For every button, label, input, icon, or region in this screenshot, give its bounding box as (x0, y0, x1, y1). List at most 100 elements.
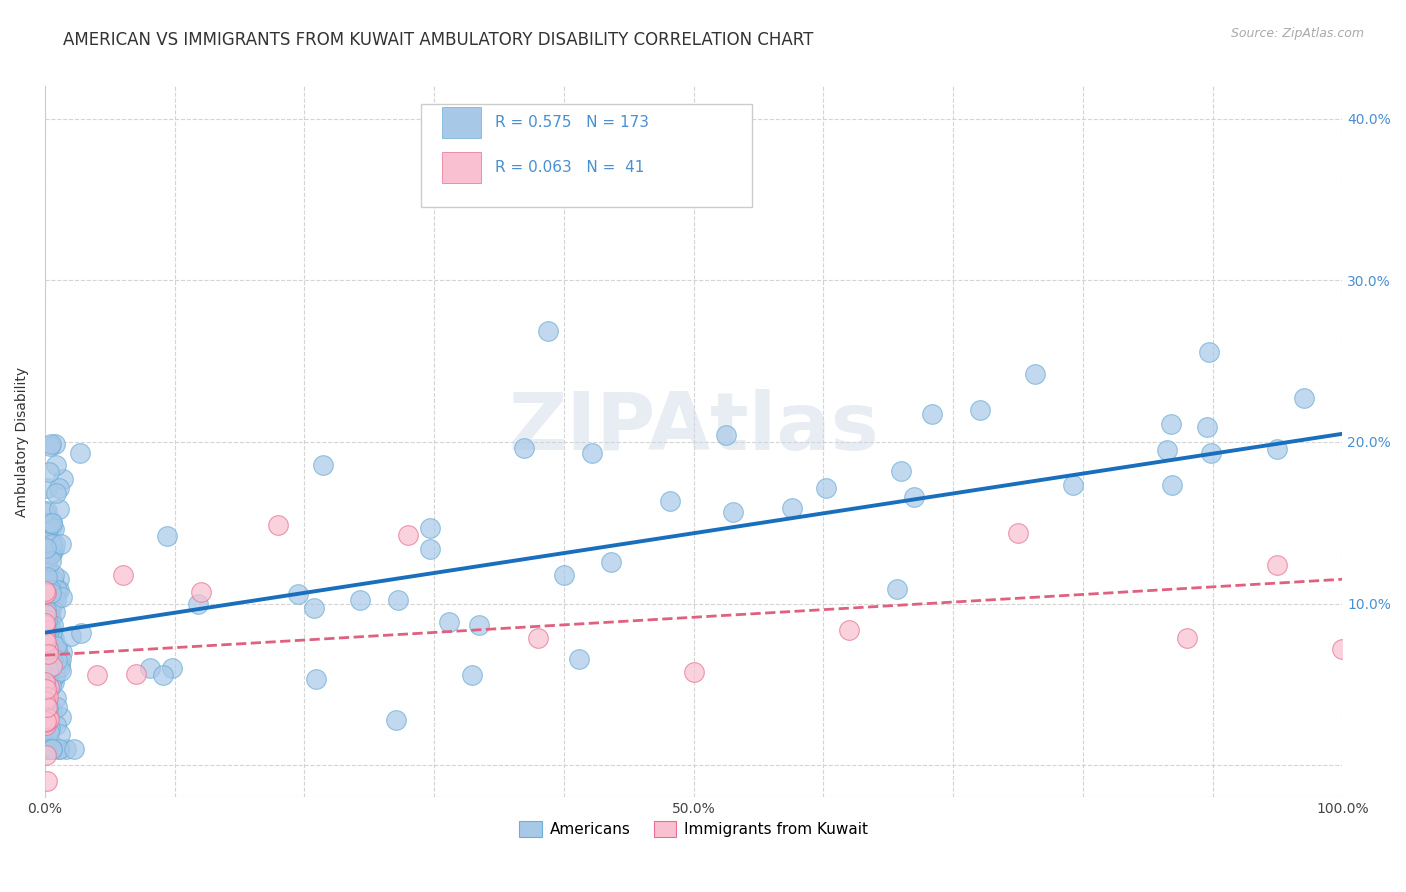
Point (37, 641, 59, 656)
Legend: Americans, Immigrants from Kuwait: Americans, Immigrants from Kuwait (513, 815, 875, 843)
Point (44, 649, 66, 664)
Point (51, 644, 73, 658)
Point (44, 632, 66, 647)
Point (34, 748, 56, 763)
Point (1007, 526, 1029, 541)
Point (814, 481, 837, 495)
Point (45, 486, 67, 500)
Point (1197, 420, 1219, 434)
Point (780, 500, 803, 515)
Point (35, 738, 58, 752)
Point (461, 667, 484, 681)
Point (267, 517, 290, 532)
Point (1062, 478, 1084, 492)
Point (37, 561, 59, 575)
Point (162, 661, 184, 675)
Point (38, 465, 60, 479)
Point (39, 679, 62, 693)
Point (41, 536, 63, 550)
Point (581, 446, 603, 460)
Point (35, 600, 58, 615)
Point (396, 528, 419, 542)
Point (387, 592, 409, 607)
Point (35, 534, 58, 549)
Point (39, 437, 62, 451)
Point (38, 601, 60, 615)
Point (45, 717, 67, 731)
Point (39, 591, 62, 606)
Point (41, 583, 63, 598)
Point (1161, 478, 1184, 492)
Point (38, 721, 60, 735)
Point (37, 661, 59, 675)
Point (35, 590, 58, 604)
Point (34, 628, 56, 642)
Point (838, 623, 860, 637)
Point (419, 521, 441, 535)
Point (35, 635, 58, 649)
Point (35, 774, 58, 789)
Point (41, 742, 63, 756)
Point (34, 586, 56, 600)
Point (34, 632, 56, 646)
Point (35, 545, 58, 559)
Point (304, 672, 326, 686)
Point (37, 690, 59, 705)
Point (41, 658, 63, 673)
Point (42, 655, 65, 669)
Point (35, 570, 58, 584)
Point (385, 713, 408, 727)
Point (45, 666, 67, 681)
Point (41, 546, 63, 560)
Point (39, 586, 62, 600)
Point (49, 660, 72, 674)
Point (921, 407, 943, 421)
Point (969, 402, 991, 417)
Point (42, 522, 65, 536)
Point (44, 605, 66, 619)
Point (42, 541, 65, 556)
Point (70, 626, 93, 640)
Point (42, 670, 65, 684)
Point (553, 567, 575, 582)
Text: ZIPAtlas: ZIPAtlas (508, 389, 879, 467)
Point (37, 618, 59, 632)
Point (38, 667, 60, 681)
Point (35, 638, 58, 652)
Point (41, 545, 63, 559)
Point (39, 554, 62, 568)
Point (38, 541, 60, 556)
Point (46, 583, 69, 598)
Point (513, 441, 536, 455)
Point (37, 606, 59, 620)
Point (714, 427, 737, 442)
Point (41, 515, 63, 529)
Point (35, 714, 58, 728)
Point (1160, 417, 1182, 431)
Point (60, 629, 83, 643)
Point (48, 481, 70, 495)
Point (41, 705, 63, 719)
Point (37, 574, 59, 589)
Point (39, 548, 62, 562)
Point (152, 667, 174, 681)
Point (35, 607, 58, 622)
Point (46, 646, 69, 660)
Point (1156, 442, 1178, 457)
Point (51, 664, 73, 678)
Point (34, 524, 56, 539)
Point (37, 683, 59, 698)
Point (1199, 446, 1222, 460)
Point (39, 736, 62, 750)
Point (37, 682, 59, 697)
Point (39, 516, 62, 531)
Point (287, 587, 309, 601)
Point (35, 636, 58, 650)
Point (34, 742, 56, 756)
Point (439, 615, 461, 629)
Point (312, 458, 335, 472)
Point (52, 472, 75, 486)
Point (42, 573, 65, 587)
Point (44, 437, 66, 451)
Point (44, 591, 66, 606)
